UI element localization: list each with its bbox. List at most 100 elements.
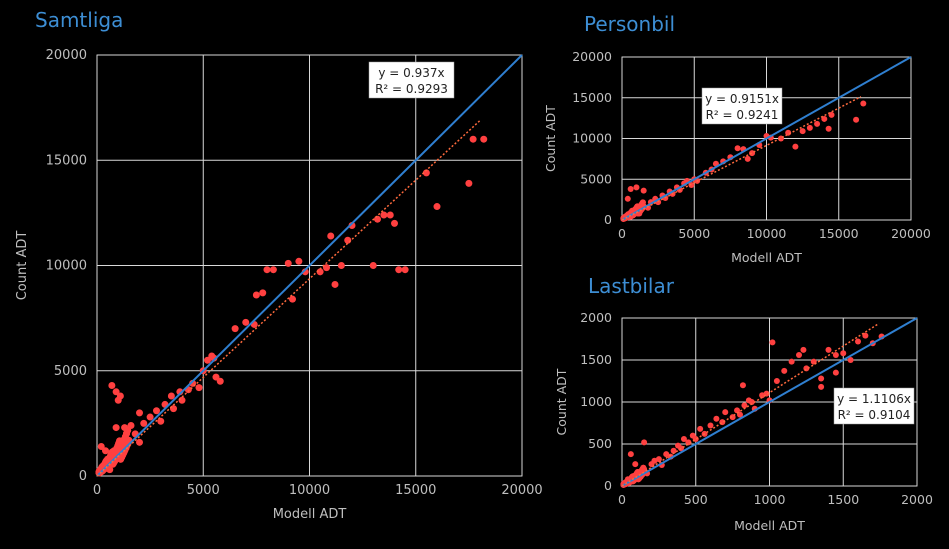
- lastbilar-data-point: [788, 358, 795, 365]
- lastbilar-data-point: [670, 447, 677, 454]
- lastbilar-data-point: [818, 383, 825, 390]
- lastbilar-data-point: [855, 338, 861, 345]
- samtliga-x-tick-label: 15000: [395, 483, 436, 498]
- personbil-data-point: [734, 145, 741, 152]
- personbil-r2-text: R² = 0.9241: [706, 108, 779, 122]
- lastbilar-y-tick-label: 0: [604, 478, 612, 493]
- chart-title-samtliga: Samtliga: [35, 8, 124, 32]
- samtliga-data-point: [212, 373, 220, 381]
- personbil-equation-text: y = 0.9151x: [705, 92, 779, 106]
- personbil-x-tick-label: 10000: [747, 226, 787, 241]
- lastbilar-data-point: [634, 468, 641, 475]
- samtliga-y-tick-label: 5000: [54, 364, 87, 379]
- samtliga-data-point: [97, 443, 105, 451]
- personbil-data-point: [806, 124, 813, 131]
- samtliga-data-point: [102, 447, 109, 455]
- lastbilar-r2-text: R² = 0.9104: [838, 408, 911, 422]
- samtliga-data-point: [391, 219, 398, 227]
- lastbilar-data-point: [680, 435, 687, 442]
- lastbilar-x-tick-label: 1000: [754, 492, 786, 507]
- personbil-y-tick-label: 5000: [580, 171, 612, 186]
- samtliga-data-point: [395, 266, 403, 274]
- samtliga-equation-text: y = 0.937x: [378, 66, 444, 80]
- samtliga-y-tick-label: 0: [79, 469, 87, 484]
- personbil-data-point: [627, 186, 634, 193]
- lastbilar-data-point: [739, 382, 746, 389]
- samtliga-data-point: [433, 203, 441, 211]
- samtliga-data-point: [118, 453, 126, 461]
- samtliga-data-point: [136, 409, 143, 417]
- samtliga-data-point: [153, 407, 160, 415]
- samtliga-data-point: [204, 356, 211, 364]
- lastbilar-y-tick-label: 1500: [580, 352, 612, 367]
- personbil-y-tick-label: 20000: [572, 49, 612, 64]
- samtliga-y-tick-label: 10000: [46, 259, 87, 274]
- samtliga-data-point: [316, 268, 324, 276]
- samtliga-equation-box: [368, 61, 455, 99]
- lastbilar-identity-line: [621, 317, 918, 487]
- personbil-x-tick-label: 0: [618, 226, 626, 241]
- lastbilar-data-point: [655, 456, 662, 463]
- lastbilar-data-point: [678, 445, 684, 452]
- personbil-y-tick-label: 0: [604, 212, 612, 227]
- samtliga-data-point: [327, 232, 335, 240]
- personbil-y-axis-label: Count ADT: [543, 105, 558, 172]
- samtliga-data-point: [216, 377, 224, 385]
- lastbilar-data-point: [640, 464, 647, 471]
- lastbilar-data-point: [722, 409, 729, 416]
- lastbilar-data-point: [627, 451, 634, 458]
- samtliga-x-tick-label: 10000: [289, 483, 330, 498]
- lastbilar-equation-text: y = 1.1106x: [837, 392, 911, 406]
- samtliga-data-point: [401, 266, 409, 274]
- personbil-x-tick-label: 15000: [819, 226, 859, 241]
- personbil-data-point: [640, 187, 647, 194]
- lastbilar-data-point: [769, 339, 776, 346]
- samtliga-data-point: [337, 262, 345, 269]
- lastbilar-data-point: [748, 399, 755, 405]
- samtliga-identity-line: [96, 54, 523, 477]
- personbil-data-point: [825, 125, 832, 132]
- lastbilar-data-point: [719, 419, 726, 426]
- personbil-data-point: [744, 155, 751, 162]
- samtliga-data-point: [269, 266, 277, 274]
- personbil-data-point: [624, 195, 631, 202]
- personbil-data-point: [634, 203, 641, 210]
- samtliga-data-point: [252, 291, 260, 299]
- samtliga-data-point: [170, 405, 177, 413]
- samtliga-data-point: [295, 257, 303, 265]
- chart-title-lastbilar: Lastbilar: [588, 274, 674, 298]
- samtliga-trendline: [96, 120, 481, 477]
- lastbilar-y-tick-label: 2000: [580, 310, 612, 325]
- personbil-data-point: [853, 116, 860, 123]
- samtliga-r2-text: R² = 0.9293: [375, 82, 448, 96]
- lastbilar-data-point: [832, 351, 839, 358]
- personbil-data-point: [860, 100, 867, 107]
- lastbilar-data-point: [773, 378, 780, 384]
- lastbilar-data-point: [741, 402, 748, 409]
- lastbilar-data-point: [796, 351, 802, 358]
- lastbilar-data-point: [734, 407, 741, 414]
- lastbilar-x-tick-label: 1500: [827, 492, 859, 507]
- lastbilar-x-tick-label: 0: [618, 492, 626, 507]
- samtliga-x-tick-label: 5000: [187, 483, 220, 498]
- samtliga-data-point: [323, 264, 330, 272]
- samtliga-data-point: [480, 135, 488, 143]
- samtliga-data-point: [112, 424, 120, 432]
- samtliga-data-point: [108, 381, 116, 389]
- personbil-data-point: [792, 143, 799, 150]
- samtliga-data-point: [289, 295, 296, 303]
- personbil-identity-line: [621, 56, 912, 221]
- samtliga-data-point: [195, 384, 203, 392]
- lastbilar-data-point: [825, 346, 832, 353]
- samtliga-data-point: [124, 426, 132, 434]
- lastbilar-data-point: [685, 439, 692, 446]
- samtliga-data-point: [374, 215, 381, 223]
- personbil-data-point: [814, 120, 821, 127]
- samtliga-data-point: [284, 259, 292, 267]
- lastbilar-data-point: [707, 422, 714, 429]
- samtliga-y-axis-label: Count ADT: [15, 231, 30, 301]
- lastbilar-data-point: [632, 461, 639, 468]
- samtliga-data-point: [242, 318, 250, 326]
- lastbilar-y-tick-label: 1000: [580, 394, 612, 409]
